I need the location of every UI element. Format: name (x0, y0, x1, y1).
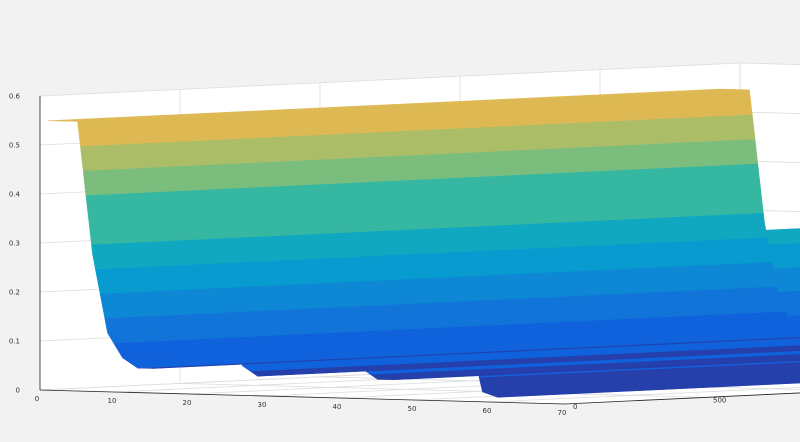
z-tick-label: 0.5 (9, 142, 20, 150)
x-tick-label: 20 (183, 399, 192, 407)
surface-patch (482, 376, 800, 398)
gridline-x (489, 386, 800, 403)
z-tick-label: 0.1 (9, 338, 20, 346)
x-tick-label: 70 (558, 409, 567, 417)
surface-patch (47, 88, 735, 122)
x-tick-label: 60 (483, 407, 492, 415)
x-tick-label: 0 (35, 395, 39, 403)
axis-layer (39, 96, 800, 405)
z-tick-label: 0.6 (9, 93, 21, 101)
z-tick-label: 0 (16, 387, 20, 395)
gridline-x (189, 364, 800, 395)
surface-patch (478, 361, 800, 393)
x-axis-line (39, 389, 566, 405)
z-tick-label: 0.3 (9, 240, 20, 248)
y-axis-line (564, 392, 800, 405)
surface-layer (47, 88, 800, 398)
x-tick-label: 50 (408, 405, 417, 413)
x-tick-label: 40 (333, 403, 342, 411)
z-tick-label: 0.4 (9, 191, 21, 199)
z-tick-label: 0.2 (9, 289, 20, 297)
surface-patch (369, 353, 800, 380)
x-tick-label: 10 (108, 397, 117, 405)
y-tick-label: 500 (713, 396, 726, 404)
x-tick-label: 30 (258, 401, 267, 409)
tick-labels: 0102030405060700500100015002000250000.10… (9, 93, 727, 418)
gridline-x (114, 359, 800, 393)
y-tick-label: 0 (573, 403, 577, 411)
gridline-z (39, 62, 800, 97)
